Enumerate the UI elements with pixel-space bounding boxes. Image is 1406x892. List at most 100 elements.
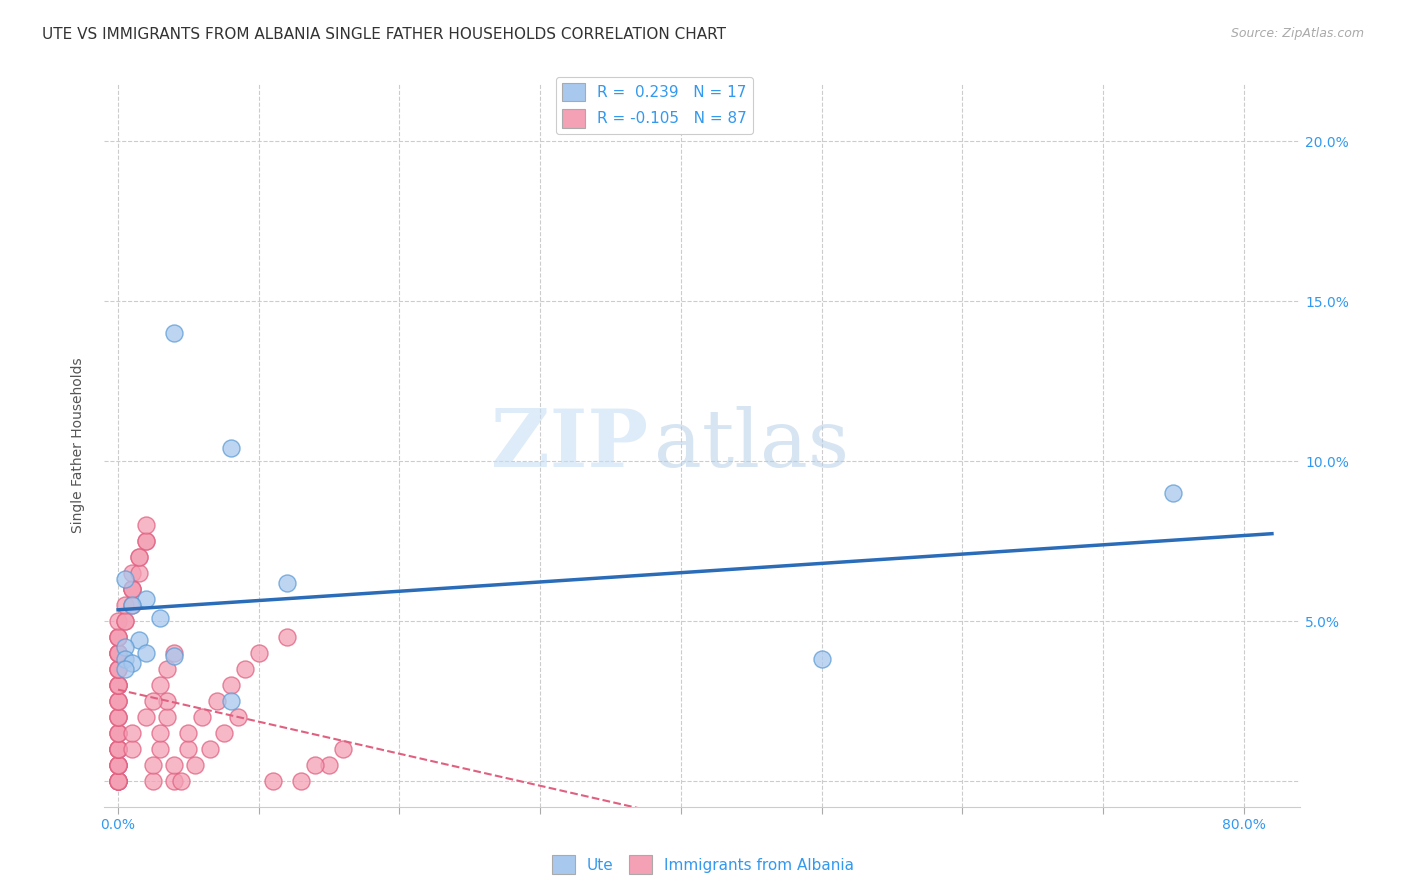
- Point: [184, 758, 207, 772]
- Point: [163, 649, 186, 664]
- Point: [318, 758, 340, 772]
- Point: [114, 598, 136, 612]
- Point: [149, 726, 172, 740]
- Point: [107, 742, 129, 756]
- Point: [1163, 486, 1185, 500]
- Point: [128, 549, 150, 564]
- Point: [219, 678, 242, 692]
- Point: [107, 710, 129, 724]
- Point: [114, 614, 136, 628]
- Point: [191, 710, 214, 724]
- Point: [135, 534, 157, 549]
- Point: [107, 774, 129, 789]
- Text: Source: ZipAtlas.com: Source: ZipAtlas.com: [1230, 27, 1364, 40]
- Point: [107, 694, 129, 708]
- Point: [107, 678, 129, 692]
- Text: atlas: atlas: [654, 406, 849, 484]
- Y-axis label: Single Father Households: Single Father Households: [72, 358, 86, 533]
- Point: [121, 566, 143, 580]
- Point: [226, 710, 249, 724]
- Point: [128, 566, 150, 580]
- Point: [107, 774, 129, 789]
- Point: [233, 662, 256, 676]
- Point: [212, 726, 235, 740]
- Point: [107, 774, 129, 789]
- Point: [114, 573, 136, 587]
- Point: [262, 774, 284, 789]
- Point: [142, 758, 165, 772]
- Point: [156, 694, 179, 708]
- Point: [114, 662, 136, 676]
- Point: [149, 678, 172, 692]
- Point: [121, 598, 143, 612]
- Point: [107, 646, 129, 660]
- Point: [170, 774, 193, 789]
- Point: [107, 662, 129, 676]
- Point: [163, 326, 186, 340]
- Point: [135, 710, 157, 724]
- Point: [114, 614, 136, 628]
- Point: [107, 758, 129, 772]
- Point: [121, 582, 143, 596]
- Point: [107, 614, 129, 628]
- Point: [107, 662, 129, 676]
- Point: [107, 758, 129, 772]
- Point: [107, 742, 129, 756]
- Point: [121, 598, 143, 612]
- Point: [276, 630, 298, 644]
- Point: [107, 758, 129, 772]
- Point: [107, 646, 129, 660]
- Point: [276, 575, 298, 590]
- Point: [121, 656, 143, 670]
- Point: [107, 726, 129, 740]
- Point: [107, 758, 129, 772]
- Point: [156, 662, 179, 676]
- Point: [290, 774, 312, 789]
- Point: [205, 694, 228, 708]
- Point: [107, 694, 129, 708]
- Point: [177, 726, 200, 740]
- Point: [219, 694, 242, 708]
- Point: [107, 630, 129, 644]
- Point: [149, 742, 172, 756]
- Point: [107, 710, 129, 724]
- Point: [107, 774, 129, 789]
- Text: UTE VS IMMIGRANTS FROM ALBANIA SINGLE FATHER HOUSEHOLDS CORRELATION CHART: UTE VS IMMIGRANTS FROM ALBANIA SINGLE FA…: [42, 27, 725, 42]
- Point: [163, 646, 186, 660]
- Point: [304, 758, 326, 772]
- Point: [121, 582, 143, 596]
- Point: [142, 694, 165, 708]
- Point: [810, 652, 832, 666]
- Point: [135, 518, 157, 533]
- Point: [107, 774, 129, 789]
- Legend: Ute, Immigrants from Albania: Ute, Immigrants from Albania: [546, 849, 860, 880]
- Point: [163, 774, 186, 789]
- Point: [107, 630, 129, 644]
- Point: [121, 582, 143, 596]
- Point: [135, 646, 157, 660]
- Point: [177, 742, 200, 756]
- Point: [149, 611, 172, 625]
- Point: [107, 726, 129, 740]
- Point: [121, 742, 143, 756]
- Point: [247, 646, 270, 660]
- Point: [219, 442, 242, 456]
- Point: [107, 742, 129, 756]
- Point: [142, 774, 165, 789]
- Point: [107, 726, 129, 740]
- Point: [121, 726, 143, 740]
- Point: [198, 742, 221, 756]
- Point: [135, 534, 157, 549]
- Point: [107, 678, 129, 692]
- Point: [332, 742, 354, 756]
- Text: ZIP: ZIP: [491, 406, 648, 484]
- Point: [107, 678, 129, 692]
- Point: [163, 758, 186, 772]
- Point: [107, 630, 129, 644]
- Point: [128, 549, 150, 564]
- Point: [107, 646, 129, 660]
- Point: [107, 742, 129, 756]
- Point: [107, 646, 129, 660]
- Point: [135, 591, 157, 606]
- Point: [107, 774, 129, 789]
